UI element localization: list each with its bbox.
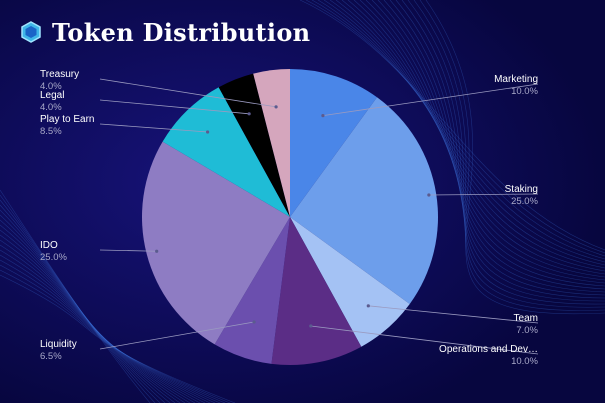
slice-label: IDO	[40, 240, 58, 251]
leader-dot	[427, 193, 431, 197]
slice-value-label: 7.0%	[516, 325, 538, 336]
slice-label: Team	[514, 313, 538, 324]
leader-dot	[309, 324, 313, 328]
leader-line	[99, 123, 208, 133]
title-bar: Token Distribution	[20, 14, 310, 50]
hexagon-icon	[21, 21, 41, 43]
slice-value-label: 10.0%	[511, 356, 538, 367]
slice-value-label: 25.0%	[40, 252, 67, 263]
leader-dot	[274, 105, 278, 109]
leader-line	[99, 99, 250, 115]
leader-dot	[155, 249, 159, 253]
slice-label: Play to Earn	[40, 114, 94, 125]
slice-label: Treasury	[40, 69, 79, 80]
leader-dot	[252, 320, 256, 324]
pie-slice	[290, 217, 410, 347]
slice-value-label: 8.5%	[40, 126, 62, 137]
slice-label: Marketing	[494, 74, 538, 85]
slice-label: Legal	[40, 90, 64, 101]
leader-line	[428, 193, 539, 196]
leader-line	[99, 321, 255, 350]
leader-line	[368, 305, 539, 324]
leader-line	[310, 325, 539, 355]
leader-line	[99, 78, 277, 108]
slice-label: Operations and Dev…	[439, 344, 538, 355]
leader-line	[99, 249, 157, 252]
pie-slice	[162, 87, 290, 217]
leader-dot	[206, 130, 210, 134]
slice-value-label: 4.0%	[40, 102, 62, 113]
pie-slice	[271, 217, 362, 365]
slice-value-label: 10.0%	[511, 86, 538, 97]
page-title: Token Distribution	[52, 17, 311, 47]
pie-slice	[214, 217, 290, 364]
pie-slice	[142, 141, 290, 345]
pie-slice	[290, 69, 377, 217]
slice-label: Liquidity	[40, 339, 77, 350]
pie-slice	[290, 97, 438, 304]
slice-value-label: 6.5%	[40, 351, 62, 362]
pie-slice	[218, 73, 290, 217]
leader-line	[322, 83, 539, 117]
slice-value-label: 25.0%	[511, 196, 538, 207]
slice-label: Staking	[505, 184, 538, 195]
leader-dot	[366, 304, 370, 308]
leader-dot	[247, 112, 251, 116]
slice-value-label: 4.0%	[40, 81, 62, 92]
leader-dot	[321, 114, 325, 118]
pie-slice	[253, 69, 290, 217]
